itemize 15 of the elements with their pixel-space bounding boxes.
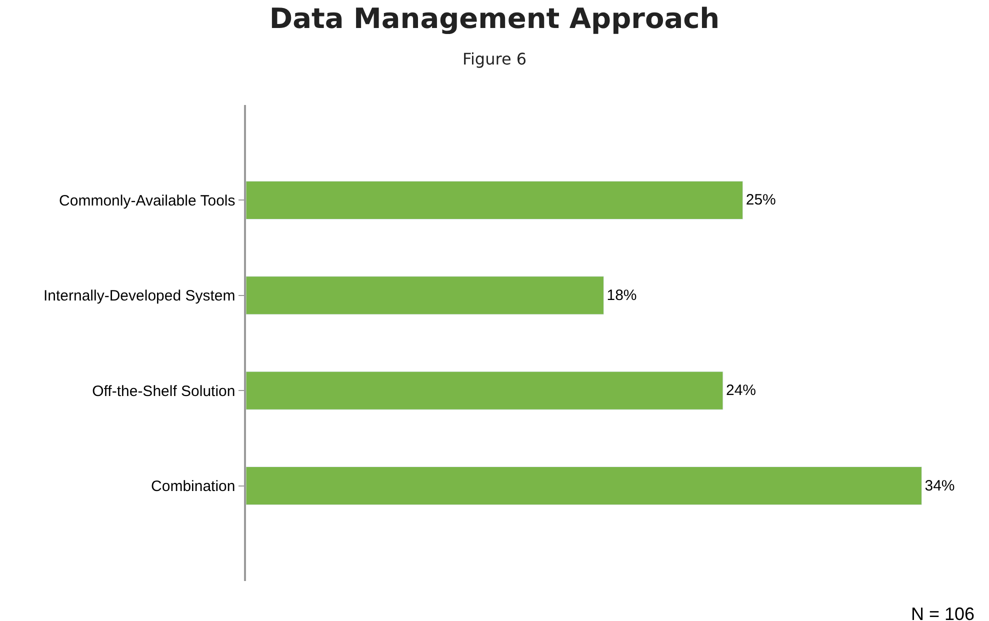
- y-tick-label: Commonly-Available Tools: [59, 192, 236, 210]
- bar: [246, 466, 922, 506]
- data-label: 25%: [746, 192, 776, 209]
- bar: [246, 371, 724, 410]
- text: N = 106: [911, 604, 975, 621]
- chart-subtitle: Figure 6: [462, 49, 527, 68]
- y-tick-label: Combination: [151, 478, 236, 496]
- data-label: 18%: [606, 286, 637, 304]
- bar: [246, 180, 744, 220]
- y-tick-label: Internally-Developed System: [43, 288, 236, 305]
- chart-title: Data Management Approach: [269, 2, 720, 35]
- data-label: 24%: [726, 382, 756, 400]
- bar: [246, 276, 604, 315]
- y-tick-label: Off-the-Shelf Solution: [92, 382, 236, 400]
- data-label: 34%: [924, 477, 955, 494]
